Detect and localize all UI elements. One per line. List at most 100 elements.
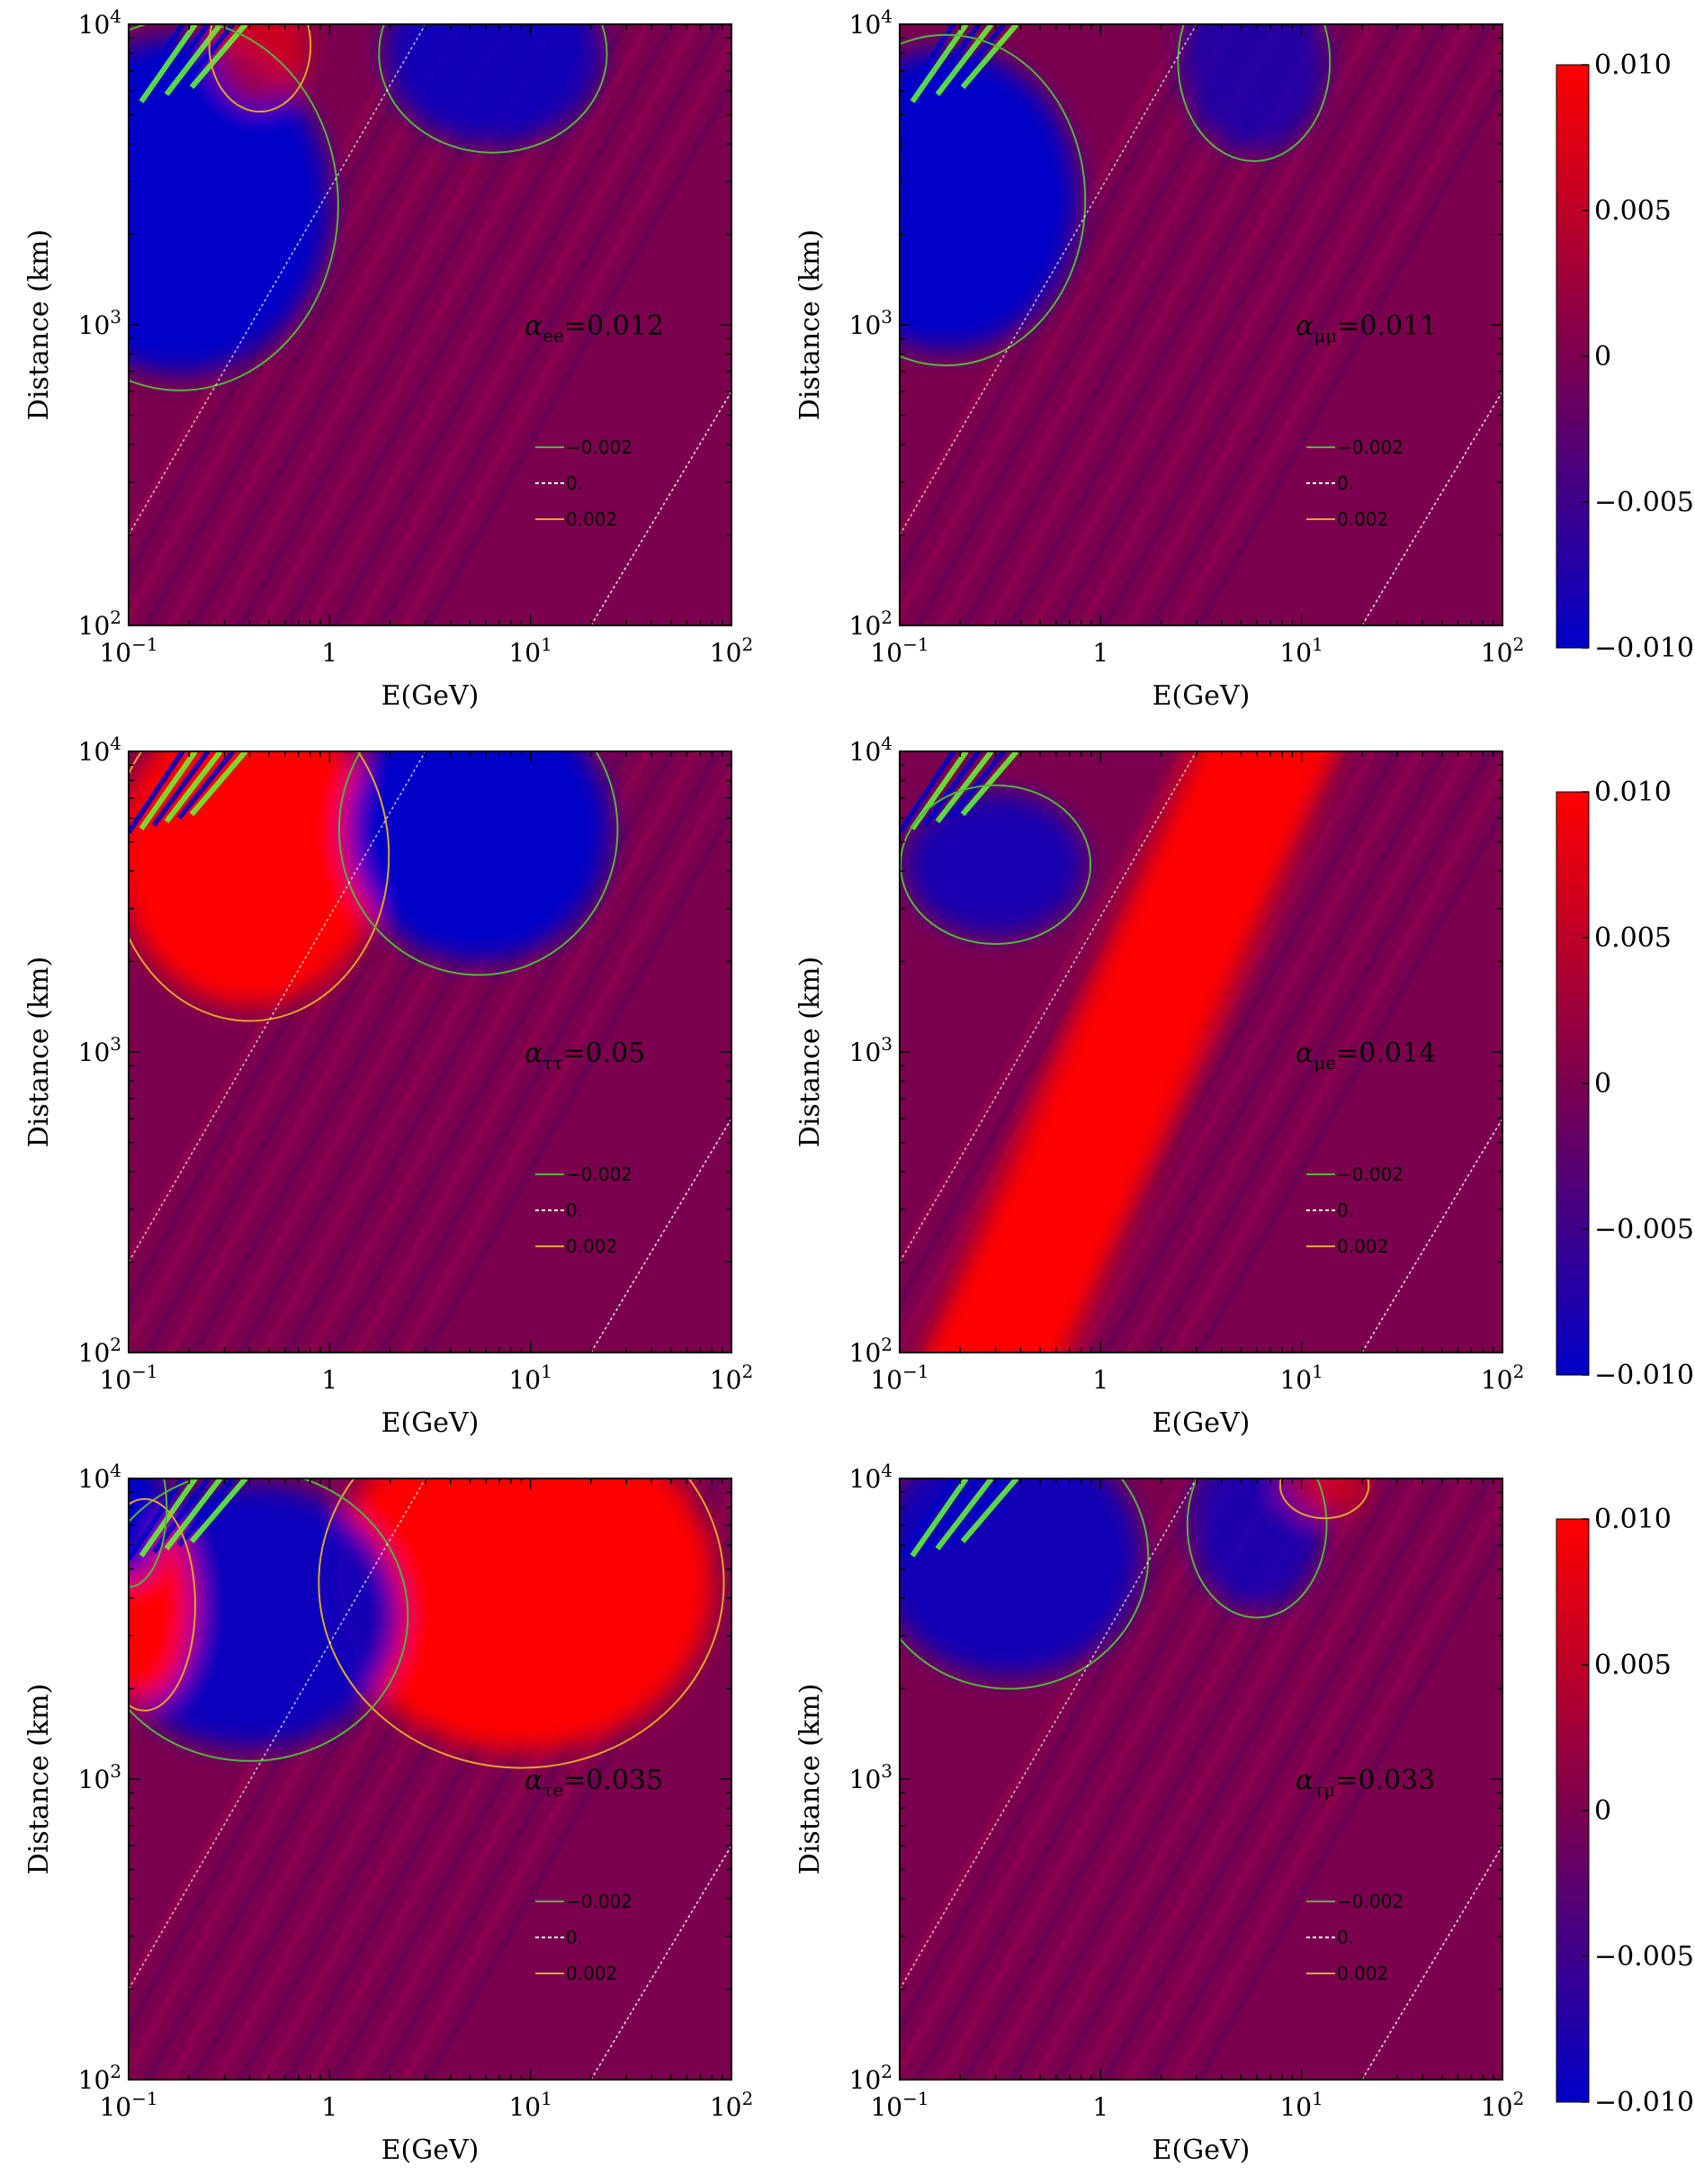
negative-region: [900, 1478, 1142, 1677]
negative-contour: [129, 1478, 409, 1762]
colorbar-label: 0: [1594, 341, 1611, 373]
x-tick-label: 102: [710, 634, 753, 668]
fringe-line: [960, 1478, 1019, 1543]
colorbar-label: 0: [1594, 1795, 1611, 1827]
y-tick-label: 103: [78, 1760, 121, 1794]
contour-lines: [900, 751, 1502, 1353]
fringe-line: [922, 751, 982, 827]
panel-ee: 10−1 1 101 102 102 103 104 E(GeV) Distance (km) α…: [23, 5, 753, 712]
stripe: [1147, 751, 1494, 1353]
x-tick-label: 1: [1092, 2092, 1108, 2122]
fringe-line: [129, 24, 185, 107]
positive-band: [923, 751, 1339, 1353]
legend-label: 0.002: [1337, 1963, 1388, 1984]
fringe-line: [947, 1478, 1007, 1547]
panel-taumu: 10−1 1 101 102 102 103 104 E(GeV) Distance (km) α…: [794, 1460, 1524, 2166]
stripe: [376, 24, 723, 625]
stripe: [900, 1478, 1237, 2080]
negative-region: [1181, 24, 1327, 152]
colorbar-1: 0.010 0.005 0 −0.005 −0.010: [1556, 49, 1694, 664]
x-tick-label: 101: [508, 2088, 552, 2122]
positive-contour: [129, 751, 390, 1022]
axis-ticks: [128, 1478, 732, 2081]
y-tick-label: 102: [78, 2061, 121, 2095]
negative-region: [129, 37, 331, 374]
colorbar-2: 0.010 0.005 0 −0.005 −0.010: [1556, 777, 1694, 1391]
panel-tautau: 10−1 1 101 102 102 103 104 E(GeV) Distance (km) α…: [23, 732, 753, 1439]
colorbar-label: −0.010: [1594, 633, 1694, 664]
alpha-annotation: αττ=0.05: [525, 1038, 645, 1074]
x-tick-label: 1: [321, 1365, 337, 1395]
plot-area: [900, 1478, 1502, 2080]
contour-lines: [129, 24, 731, 625]
contour-lines: [129, 1478, 731, 2080]
colorbar-label: 0.005: [1594, 1649, 1672, 1681]
fringe-line: [139, 751, 198, 831]
colorbar-label: 0.005: [1594, 922, 1672, 954]
positive-region: [129, 751, 382, 1006]
x-tick-label: 101: [1279, 1361, 1323, 1395]
legend-label: 0.: [566, 1927, 583, 1948]
stripe: [1077, 751, 1424, 1353]
axis-ticks: [128, 24, 732, 626]
legend-label: −0.002: [1337, 436, 1404, 458]
positive-contour: [1278, 1478, 1370, 1520]
x-tick-label: 102: [710, 2088, 753, 2122]
y-tick-label: 102: [849, 2061, 892, 2095]
x-tick-label: 10−1: [870, 634, 928, 668]
positive-contour: [129, 1497, 196, 1712]
fringe-corner: [129, 1478, 248, 1561]
fringe-line: [189, 751, 248, 816]
feature-layer: [900, 24, 1327, 351]
y-tick-label: 104: [78, 732, 121, 767]
positive-region: [211, 24, 309, 106]
colorbar-label: 0: [1594, 1068, 1611, 1100]
negative-contour: [129, 24, 339, 391]
stripe: [1030, 1478, 1377, 2080]
fringe-line: [189, 1478, 248, 1543]
colorbar-label: −0.005: [1594, 1214, 1694, 1245]
stripe: [423, 803, 731, 1353]
legend-label: 0.: [566, 472, 583, 494]
x-tick-label: 101: [1279, 2088, 1323, 2122]
stripe: [1054, 1478, 1401, 2080]
stripe: [1170, 1488, 1502, 2080]
fringe-line: [139, 1478, 198, 1558]
y-tick-label: 103: [78, 1033, 121, 1067]
plot-area: [129, 1478, 731, 2080]
fringe-line: [129, 1478, 185, 1561]
fringe-line: [960, 751, 1019, 816]
legend-label: 0.002: [566, 508, 617, 530]
fringe-line: [900, 751, 956, 834]
y-axis-title: Distance (km): [794, 229, 826, 420]
y-tick-label: 103: [78, 306, 121, 340]
negative-region: [905, 792, 1087, 937]
x-tick-label: 10−1: [870, 2088, 928, 2122]
stripe: [399, 34, 731, 625]
stripe: [1124, 1478, 1471, 2080]
legend-label: 0.: [1337, 1200, 1354, 1221]
fringe-line: [910, 1478, 969, 1558]
feature-layer: [900, 1478, 1367, 1677]
colorbar-label: −0.010: [1594, 1360, 1694, 1391]
y-axis-title: Distance (km): [23, 957, 55, 1147]
stripe: [1100, 751, 1448, 1353]
fringe-line: [129, 751, 185, 834]
zero-contour: [590, 1118, 731, 1353]
y-tick-label: 102: [78, 607, 121, 641]
stripe: [900, 24, 1214, 584]
contour-lines: [900, 1478, 1502, 2080]
colorbar-3: 0.010 0.005 0 −0.005 −0.010: [1556, 1504, 1694, 2118]
y-tick-label: 102: [849, 607, 892, 641]
zero-contour: [129, 751, 426, 1263]
stripe: [1077, 1478, 1424, 2080]
legend-label: −0.002: [566, 1891, 632, 1912]
zero-contour: [1361, 1845, 1502, 2080]
stripe: [423, 76, 731, 625]
legend-label: 0.: [1337, 472, 1354, 494]
x-axis-title: E(GeV): [381, 2135, 480, 2166]
fringe-line: [935, 751, 994, 823]
legend-label: 0.002: [566, 1963, 617, 1984]
legend-label: −0.002: [566, 1164, 632, 1185]
